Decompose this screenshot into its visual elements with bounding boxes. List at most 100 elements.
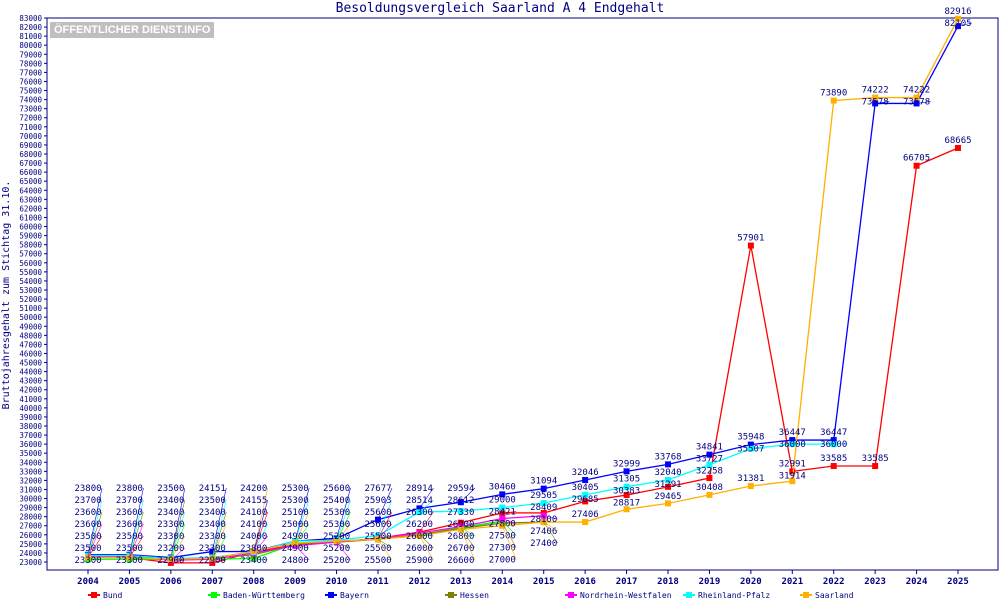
- label-leader: [460, 487, 476, 503]
- y-tick-label: 79000: [19, 50, 42, 59]
- logo: ÖFFENTLICHER DIENST.INFO: [50, 22, 215, 38]
- y-tick-label: 23000: [19, 558, 42, 567]
- data-label: 23500: [116, 532, 143, 542]
- data-label: 24100: [240, 520, 267, 530]
- label-leader: [170, 559, 185, 564]
- data-label: 73578: [862, 98, 889, 108]
- label-leader: [502, 511, 517, 514]
- label-leader: [502, 518, 517, 524]
- label-leader: [212, 559, 227, 564]
- y-tick-label: 49000: [19, 322, 42, 331]
- data-label: 28612: [447, 496, 474, 506]
- legend-label: Saarland: [815, 591, 854, 600]
- x-tick-label: 2004: [77, 577, 99, 587]
- y-tick-label: 77000: [19, 68, 42, 77]
- label-leader: [129, 523, 144, 557]
- y-tick-label: 62000: [19, 204, 42, 213]
- data-point: [623, 483, 630, 490]
- data-label: 26800: [447, 532, 474, 542]
- data-label: 25500: [364, 556, 391, 566]
- data-label: 29000: [489, 496, 516, 506]
- data-label: 36000: [820, 440, 847, 450]
- chart-title: Besoldungsvergleich Saarland A 4 Endgeha…: [335, 1, 665, 16]
- y-tick-label: 46000: [19, 349, 42, 358]
- series-line-saarland: [88, 18, 959, 560]
- data-label: 32040: [654, 468, 681, 478]
- data-label: 23400: [157, 496, 184, 506]
- data-label: 24900: [282, 532, 309, 542]
- label-leader: [585, 498, 600, 502]
- data-label: 29685: [572, 495, 599, 505]
- y-tick-label: 24000: [19, 549, 42, 558]
- data-point: [623, 506, 630, 513]
- data-point: [955, 144, 961, 151]
- label-leader: [294, 487, 310, 542]
- label-leader: [502, 520, 517, 536]
- data-point: [706, 461, 713, 468]
- label-leader: [87, 499, 103, 556]
- data-point: [747, 242, 754, 249]
- data-point: [747, 483, 754, 490]
- label-leader: [87, 487, 103, 555]
- x-tick-label: 2011: [367, 577, 389, 587]
- data-label: 33585: [820, 454, 847, 464]
- label-leader: [295, 544, 310, 549]
- label-leader: [211, 499, 227, 558]
- y-tick-label: 70000: [19, 132, 42, 141]
- label-leader: [294, 499, 310, 542]
- data-label: 23600: [74, 520, 101, 530]
- x-tick-label: 2012: [409, 577, 431, 587]
- data-label: 26200: [406, 520, 433, 530]
- data-label: 33768: [654, 452, 681, 462]
- data-point: [830, 437, 837, 444]
- legend-marker: [91, 592, 97, 598]
- label-leader: [460, 529, 476, 561]
- label-leader: [253, 535, 268, 554]
- label-leader: [212, 523, 227, 559]
- label-leader: [129, 535, 144, 558]
- legend-marker: [328, 592, 334, 598]
- data-label: 36447: [779, 428, 806, 438]
- data-label: 24800: [282, 556, 309, 566]
- data-label: 31094: [530, 477, 557, 487]
- data-label: 23500: [74, 532, 101, 542]
- data-point: [623, 468, 630, 475]
- data-label: 74222: [903, 86, 930, 96]
- data-label: 27800: [489, 520, 516, 530]
- x-tick-label: 2007: [201, 577, 223, 587]
- x-tick-label: 2010: [326, 577, 348, 587]
- y-tick-label: 38000: [19, 422, 42, 431]
- data-label: 25400: [323, 496, 350, 506]
- y-tick-label: 47000: [19, 340, 42, 349]
- x-tick-label: 2009: [284, 577, 306, 587]
- data-point: [499, 504, 506, 511]
- label-leader: [253, 487, 269, 552]
- label-leader: [667, 483, 683, 488]
- data-label: 23700: [116, 496, 143, 506]
- data-label: 25900: [406, 556, 433, 566]
- data-label: 36000: [779, 440, 806, 450]
- data-label: 24151: [199, 484, 226, 494]
- y-tick-label: 25000: [19, 540, 42, 549]
- y-tick-label: 59000: [19, 232, 42, 241]
- data-label: 26000: [406, 532, 433, 542]
- data-label: 23400: [157, 508, 184, 518]
- y-tick-label: 74000: [19, 96, 42, 105]
- label-leader: [294, 523, 310, 545]
- y-tick-label: 28000: [19, 513, 42, 522]
- data-label: 35948: [737, 433, 764, 443]
- data-label: 23700: [74, 496, 101, 506]
- label-leader: [336, 541, 351, 561]
- data-label: 26300: [406, 508, 433, 518]
- label-leader: [294, 545, 310, 561]
- y-tick-label: 41000: [19, 395, 42, 404]
- data-point: [540, 485, 547, 492]
- y-tick-label: 45000: [19, 359, 42, 368]
- x-tick-label: 2023: [864, 577, 886, 587]
- data-label: 23500: [157, 484, 184, 494]
- plot-frame: [46, 17, 999, 571]
- y-tick-label: 67000: [19, 159, 42, 168]
- data-label: 32999: [613, 459, 640, 469]
- x-tick-label: 2016: [574, 577, 596, 587]
- data-point: [706, 475, 713, 482]
